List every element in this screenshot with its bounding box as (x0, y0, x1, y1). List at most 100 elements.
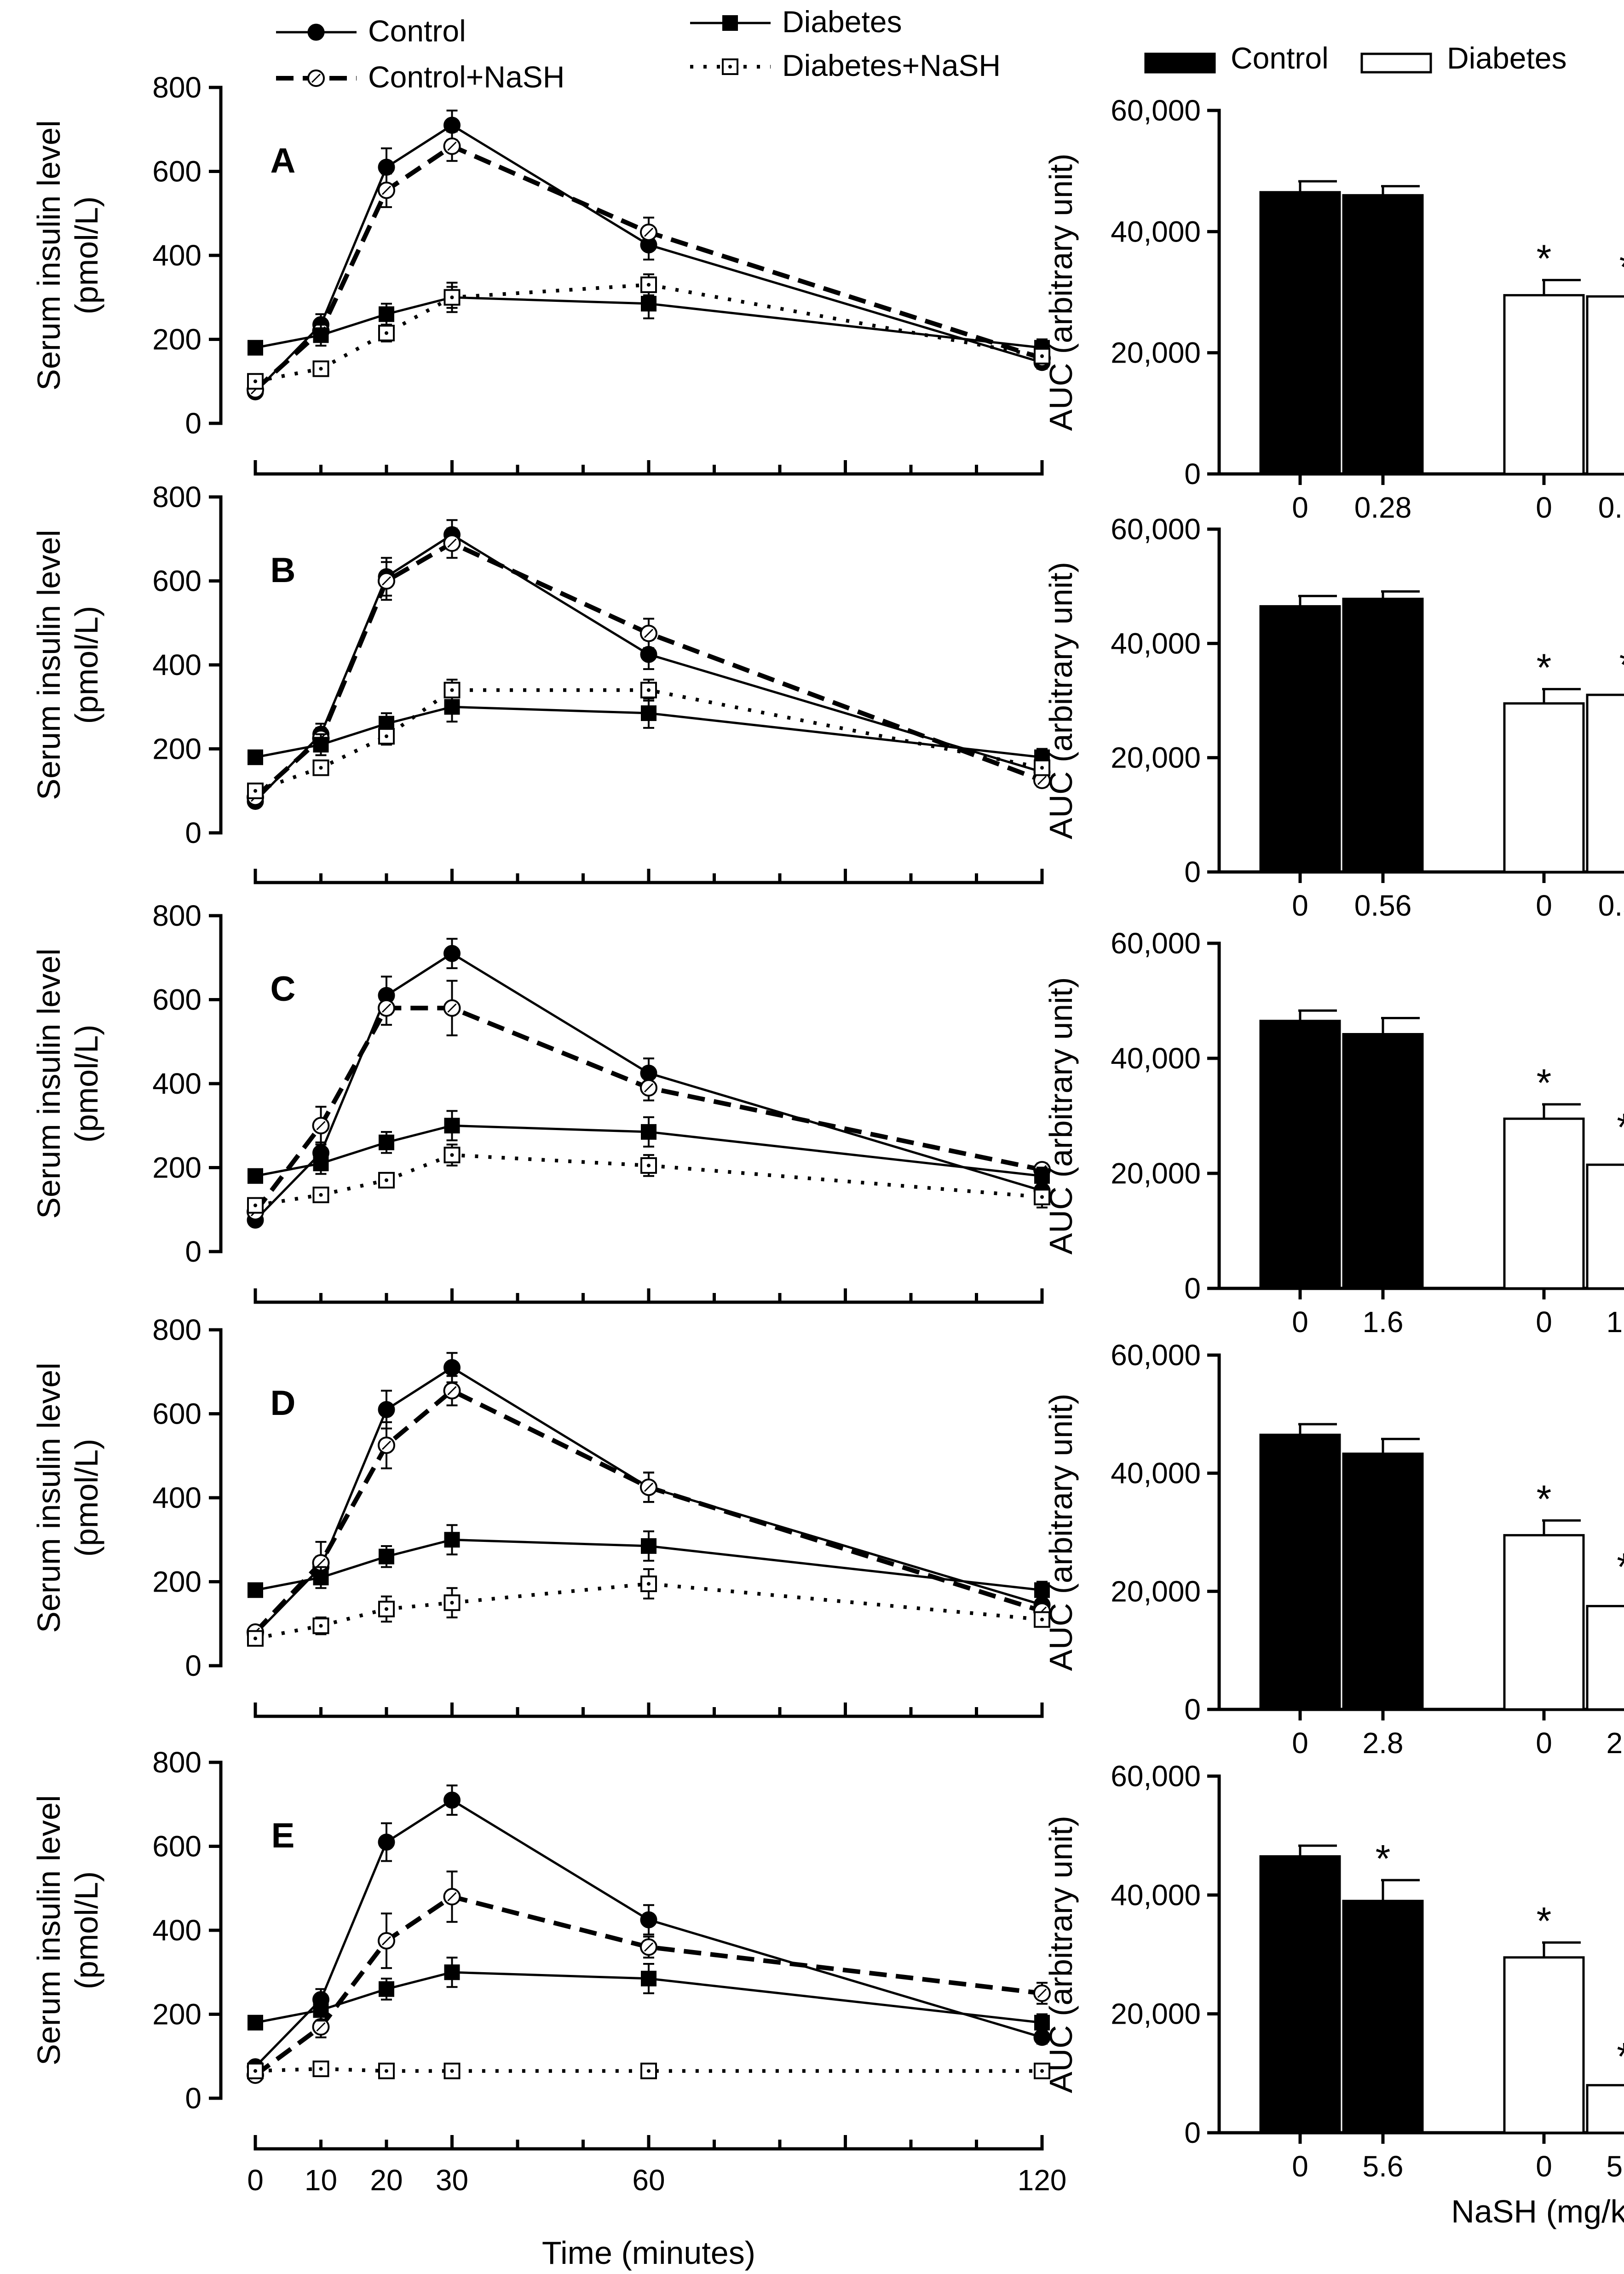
y-tick-label: 800 (152, 480, 202, 514)
significance-marker: * (1619, 643, 1624, 686)
panel-letter-d: D (271, 1384, 296, 1423)
x-tick-label: 0 (1292, 1726, 1308, 1760)
y-tick-label: 20,000 (1111, 1575, 1201, 1608)
data-point-control-nash-slash (447, 1892, 457, 1902)
data-point-diabetes (641, 1124, 657, 1140)
data-point-control-nash-slash (447, 1003, 457, 1013)
data-point-diabetes-nash (247, 1630, 264, 1647)
data-point-diabetes-nash (640, 276, 657, 293)
line-chart-b: 0 200 400 600 800 Serum insulin level(pmol/L)… (31, 480, 1051, 884)
legend-entry-diabetes: Diabetes (690, 5, 902, 39)
data-point-diabetes-nash-dot (253, 379, 257, 383)
data-point-diabetes-nash (247, 2062, 264, 2079)
y-tick-label: 0 (185, 816, 202, 849)
data-point-control (443, 1791, 461, 1809)
significance-marker: *† (1617, 1105, 1624, 1149)
x-tick-label: 2.8 (1363, 1726, 1404, 1760)
data-point-control-nash (443, 534, 461, 552)
x-tick-label: 0 (1536, 2150, 1552, 2183)
bar-legend-label-control: Control (1231, 41, 1329, 75)
x-tick-label: 60 (632, 2164, 665, 2197)
x-tick-label: 5.6 (1607, 2150, 1624, 2183)
data-point-diabetes-nash (640, 1576, 657, 1593)
x-tick-label: 0.28 (1354, 491, 1412, 524)
y-axis-label-line: (pmol/L) (69, 606, 104, 724)
bar-diabetes-0 (1503, 1956, 1585, 2134)
y-axis-label-line: Serum insulin level (31, 948, 67, 1218)
data-point-diabetes-nash-dot (450, 295, 454, 300)
x-tick-label: 10 (305, 2164, 337, 2197)
data-point-control-nash-slash (447, 141, 457, 151)
bar-legend-entry-diabetes: Diabetes (1360, 41, 1567, 75)
y-tick-label: 20,000 (1111, 1157, 1201, 1190)
y-tick-label: 800 (152, 899, 202, 932)
data-point-control-nash (312, 1117, 330, 1135)
y-tick-label: 400 (152, 239, 202, 272)
y-tick-label: 0 (1184, 1272, 1201, 1305)
data-point-diabetes-nash (640, 2062, 657, 2079)
y-tick-label: 200 (152, 1151, 202, 1184)
data-point-diabetes-nash (640, 681, 657, 698)
legend-label-diabetes: Diabetes (782, 5, 902, 39)
data-point-diabetes (379, 1134, 394, 1150)
data-point-diabetes-nash-box (640, 1576, 657, 1593)
data-point-diabetes-nash-dot (253, 789, 257, 793)
data-point-diabetes-nash-dot (647, 283, 651, 287)
y-tick-label: 200 (152, 1565, 202, 1599)
y-axis-label: Serum insulin level(pmol/L) (31, 1362, 104, 1633)
data-point-diabetes-nash (312, 1186, 329, 1203)
series-line-control-nash (254, 1894, 1042, 2077)
significance-marker: * (1537, 646, 1552, 689)
series-diabetes (248, 1110, 1050, 1185)
y-tick-label: 20,000 (1111, 336, 1201, 369)
y-axis-label-line: (pmol/L) (69, 1025, 104, 1143)
bar-chart-a: 0 20,000 40,000 60,000 AUC (arbitrary unit) 0… (1043, 94, 1624, 524)
y-tick-label: 400 (152, 1914, 202, 1947)
legend-entry-control-nash: Control+NaSH (276, 60, 564, 94)
data-point-diabetes (313, 1570, 329, 1586)
data-point-diabetes (248, 749, 263, 765)
x-tick-label: 20 (370, 2164, 403, 2197)
data-point-diabetes-nash-dot (647, 1163, 651, 1167)
y-axis-label: AUC (arbitrary unit) (1043, 1394, 1079, 1671)
series-line-control (254, 952, 1042, 1221)
data-point-control-nash-slash (381, 1003, 392, 1013)
y-tick-label: 20,000 (1111, 741, 1201, 774)
data-point-control-nash (378, 1932, 395, 1950)
y-tick-label: 0 (1184, 2116, 1201, 2149)
data-point-diabetes (248, 1168, 263, 1184)
data-point-diabetes (641, 705, 657, 721)
data-point-control-nash-slash (381, 1936, 392, 1945)
data-point-control-nash (378, 999, 395, 1017)
data-point-control-nash-slash (644, 227, 654, 237)
y-axis-label: AUC (arbitrary unit) (1043, 977, 1079, 1255)
data-point-diabetes-nash (378, 324, 395, 341)
y-tick-label: 600 (152, 565, 202, 598)
x-tick-label: 0 (1536, 1726, 1552, 1760)
data-point-diabetes-nash (247, 782, 264, 799)
y-tick-label: 0 (1184, 1693, 1201, 1726)
legend-label-diabetes-nash: Diabetes+NaSH (782, 48, 1001, 82)
legend-marker-diabetes (722, 15, 738, 31)
data-point-diabetes (379, 1548, 394, 1564)
data-point-control-nash (640, 1478, 657, 1496)
data-point-control-nash-slash (1037, 1988, 1047, 1998)
y-tick-label: 0 (1184, 855, 1201, 889)
x-tick-label: 2.8 (1607, 1726, 1624, 1760)
data-point-diabetes-nash-dot (385, 1607, 388, 1611)
y-axis-label-line: Serum insulin level (31, 120, 67, 390)
data-point-diabetes-nash (1034, 759, 1050, 776)
bar-legend-label-diabetes: Diabetes (1447, 41, 1567, 75)
y-axis-label-line: (pmol/L) (69, 1439, 104, 1557)
data-point-control-nash-slash (447, 1386, 457, 1396)
bar-control-0-28 (1342, 194, 1424, 475)
series-control-nash (247, 1375, 1051, 1641)
x-tick-label: 0 (1536, 491, 1552, 524)
bar-diabetes-5-6 (1586, 2084, 1624, 2134)
y-axis-label: AUC (arbitrary unit) (1043, 562, 1079, 839)
y-tick-label: 60,000 (1111, 927, 1201, 960)
series-diabetes (248, 1524, 1050, 1599)
significance-marker: * (1619, 245, 1624, 289)
data-point-control-nash (640, 223, 657, 241)
data-point-diabetes-nash-dot (319, 2067, 323, 2071)
